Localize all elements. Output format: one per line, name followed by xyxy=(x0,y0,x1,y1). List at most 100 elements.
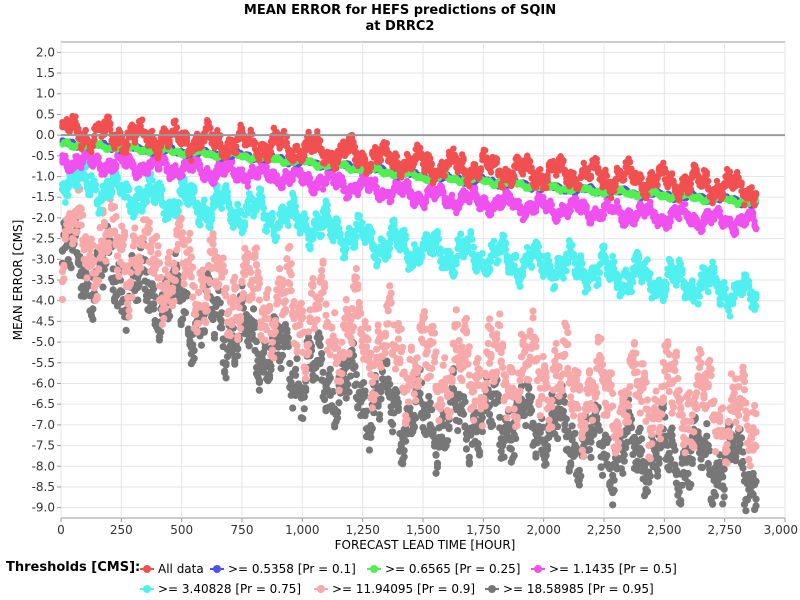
data-point xyxy=(208,210,215,218)
data-point xyxy=(730,389,738,397)
data-point xyxy=(628,288,635,296)
data-point xyxy=(500,453,508,461)
data-point xyxy=(643,396,652,404)
data-point xyxy=(268,346,277,354)
data-point xyxy=(609,501,617,509)
data-point xyxy=(720,485,728,493)
data-point xyxy=(535,243,543,251)
data-point xyxy=(200,328,208,336)
data-point xyxy=(493,368,501,376)
data-point xyxy=(155,259,164,267)
data-point xyxy=(302,374,310,383)
data-point xyxy=(341,254,349,262)
x-tick-label: 1,000 xyxy=(285,523,319,537)
data-point xyxy=(306,174,314,182)
data-point xyxy=(236,324,245,332)
data-point xyxy=(428,364,436,373)
data-point xyxy=(331,309,339,317)
data-point xyxy=(487,257,495,265)
data-point xyxy=(435,416,443,425)
data-point xyxy=(752,442,760,451)
y-tick-label: -3.0 xyxy=(32,252,55,266)
data-point xyxy=(386,282,394,290)
data-point xyxy=(406,404,414,412)
data-point xyxy=(95,265,103,273)
data-point xyxy=(693,389,701,397)
x-tick-label: 2,750 xyxy=(707,523,741,537)
data-point xyxy=(620,451,628,459)
data-point xyxy=(575,481,583,489)
data-point xyxy=(562,267,570,275)
data-point xyxy=(648,440,656,448)
data-point xyxy=(548,403,556,411)
data-point xyxy=(432,348,440,356)
data-point xyxy=(416,389,424,398)
data-point xyxy=(157,273,165,282)
data-point xyxy=(249,305,258,313)
data-point xyxy=(147,248,155,256)
data-point xyxy=(709,500,717,508)
data-point xyxy=(354,281,362,289)
data-point xyxy=(451,269,459,277)
data-point xyxy=(368,424,376,433)
chart-subtitle: at DRRC2 xyxy=(366,19,435,34)
data-point xyxy=(345,388,353,396)
data-point xyxy=(115,272,123,280)
data-point xyxy=(486,410,494,419)
data-point xyxy=(402,437,410,445)
data-point xyxy=(593,389,601,397)
data-point xyxy=(351,362,359,370)
data-point xyxy=(635,254,643,262)
data-point xyxy=(257,185,265,193)
data-point xyxy=(342,296,350,304)
data-point xyxy=(669,403,678,411)
data-point xyxy=(284,222,292,229)
data-point xyxy=(711,491,720,499)
data-point xyxy=(522,421,530,430)
data-point xyxy=(512,254,520,261)
data-point xyxy=(528,406,536,415)
data-point xyxy=(412,396,420,405)
data-point xyxy=(486,315,494,323)
data-point xyxy=(196,221,204,229)
data-point xyxy=(454,320,462,329)
data-point xyxy=(252,261,261,269)
data-point xyxy=(688,277,696,285)
x-tick-label: 1,500 xyxy=(406,523,440,537)
data-point xyxy=(234,345,242,353)
y-tick-label: -4.5 xyxy=(32,314,55,328)
data-point xyxy=(430,329,439,337)
data-point xyxy=(374,321,382,329)
data-point xyxy=(61,199,69,206)
data-point xyxy=(381,349,389,357)
data-point xyxy=(352,265,360,273)
data-point xyxy=(77,205,85,213)
data-point xyxy=(145,218,153,226)
data-point xyxy=(228,321,236,329)
data-point xyxy=(528,393,536,401)
data-point xyxy=(289,176,296,184)
data-point xyxy=(462,445,471,453)
data-point xyxy=(189,341,197,349)
data-point xyxy=(190,283,198,291)
data-point xyxy=(315,304,323,312)
data-point xyxy=(632,349,640,357)
data-point xyxy=(578,260,586,268)
data-point xyxy=(448,378,456,386)
data-point xyxy=(344,362,352,370)
data-point xyxy=(638,447,646,455)
data-point xyxy=(454,427,462,435)
data-point xyxy=(186,245,194,254)
data-point xyxy=(210,330,219,339)
data-point xyxy=(125,312,133,321)
x-tick-label: 750 xyxy=(231,523,254,537)
data-point xyxy=(598,360,607,369)
data-point xyxy=(342,245,350,253)
data-point xyxy=(585,446,594,454)
data-point xyxy=(251,318,259,327)
data-point xyxy=(512,434,520,443)
data-point xyxy=(58,295,67,304)
data-point xyxy=(252,337,261,346)
data-point xyxy=(704,380,712,388)
data-point xyxy=(514,396,523,404)
